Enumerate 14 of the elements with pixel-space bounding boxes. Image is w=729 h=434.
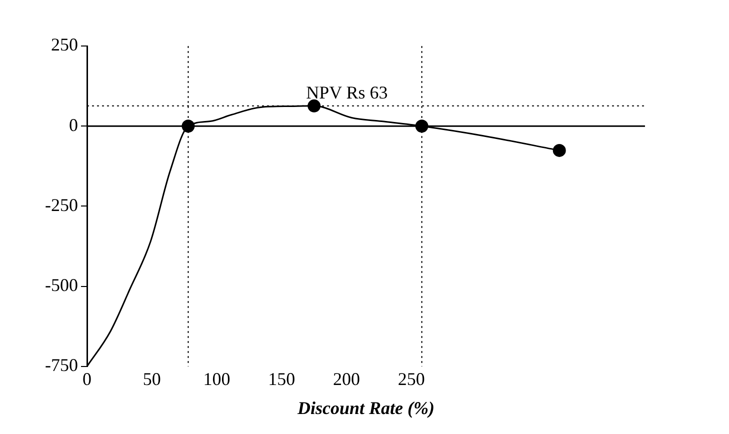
x-axis-title: Discount Rate (%)	[296, 398, 436, 419]
x-tick-label: 200	[333, 368, 360, 389]
x-tick-label: 250	[398, 368, 425, 389]
y-tick-label: -250	[45, 194, 78, 215]
point	[552, 144, 566, 157]
x-tick-label: 100	[203, 368, 230, 389]
y-tick-label: -750	[45, 355, 78, 376]
x-tick-label: 150	[268, 368, 296, 389]
y-tick-label: 250	[51, 34, 78, 55]
x-tick-label: 50	[142, 368, 161, 389]
y-tick-label: 0	[69, 114, 78, 135]
y-tick-label: -500	[45, 275, 78, 296]
annotation: NPV Rs 63	[306, 82, 388, 103]
x-tick-label: 0	[82, 368, 92, 389]
